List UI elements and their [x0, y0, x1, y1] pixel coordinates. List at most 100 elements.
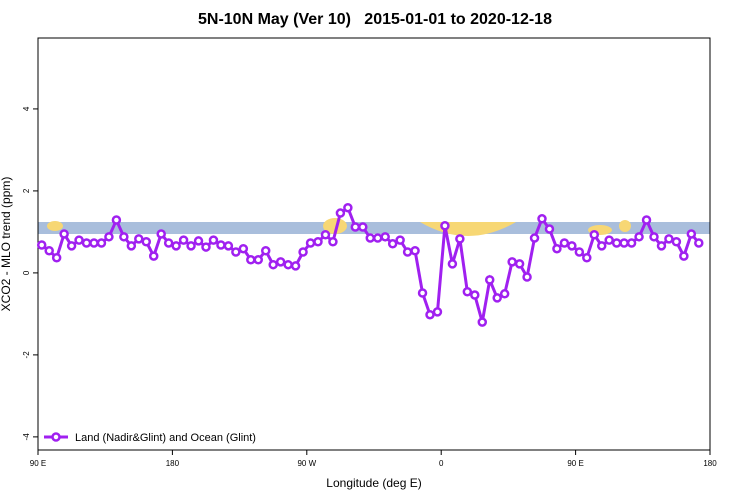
data-point — [694, 238, 704, 248]
data-point — [402, 247, 413, 257]
data-point — [417, 288, 428, 298]
x-tick-label: 90 E — [567, 459, 583, 468]
data-point — [231, 247, 241, 257]
data-point — [455, 234, 465, 244]
data-point — [246, 255, 256, 265]
data-point — [477, 317, 488, 327]
data-point — [193, 236, 204, 246]
data-point — [238, 243, 249, 254]
data-point — [664, 234, 674, 244]
data-point — [134, 234, 144, 244]
data-point — [559, 238, 570, 248]
data-point — [589, 230, 600, 240]
x-tick-label: 90 W — [297, 459, 316, 468]
data-point — [104, 232, 114, 242]
data-point — [111, 215, 122, 225]
data-point — [514, 259, 525, 269]
data-point — [253, 255, 264, 265]
data-point — [582, 252, 592, 263]
data-point — [305, 238, 316, 248]
data-point — [619, 238, 629, 248]
data-point — [358, 222, 368, 232]
data-point — [59, 229, 69, 239]
data-point — [328, 236, 338, 247]
data-point — [148, 251, 159, 261]
data-point — [626, 238, 637, 248]
data-point — [380, 232, 390, 242]
data-point — [96, 238, 107, 248]
data-point — [290, 261, 301, 271]
data-point — [372, 233, 383, 243]
data-point — [141, 236, 152, 247]
data-point — [283, 259, 293, 270]
data-point — [440, 221, 450, 231]
data-point — [671, 236, 682, 247]
data-point — [156, 229, 166, 239]
data-point — [432, 307, 443, 317]
data-point — [507, 257, 517, 267]
data-point — [567, 241, 577, 251]
data-point — [641, 215, 652, 225]
data-point — [350, 222, 361, 232]
data-point — [499, 289, 510, 299]
data-point — [44, 246, 54, 256]
data-point — [216, 240, 226, 250]
data-point — [611, 238, 622, 248]
x-tick-label: 0 — [439, 459, 444, 468]
data-point — [387, 239, 398, 249]
y-tick-label: -4 — [22, 433, 31, 441]
legend-label: Land (Nadir&Glint) and Ocean (Glint) — [75, 432, 256, 444]
data-point — [395, 235, 405, 245]
data-point — [163, 238, 174, 248]
x-axis-title: Longitude (deg E) — [326, 476, 421, 490]
data-point — [656, 241, 667, 251]
x-tick-label: 90 E — [30, 459, 46, 468]
data-point — [552, 243, 562, 254]
data-point — [679, 251, 689, 261]
data-point — [544, 224, 555, 234]
data-point — [171, 241, 181, 251]
data-point — [529, 233, 540, 243]
data-point — [484, 275, 495, 285]
surface-band — [38, 218, 710, 236]
data-point — [425, 309, 435, 320]
data-point — [537, 214, 547, 224]
data-point — [574, 247, 585, 257]
data-point — [604, 235, 614, 245]
data-point — [649, 232, 659, 242]
data-point — [335, 208, 346, 218]
data-point — [365, 233, 376, 243]
data-point — [268, 259, 278, 270]
data-point — [343, 202, 353, 213]
data-point — [36, 240, 47, 250]
data-point — [410, 246, 420, 256]
data-point — [201, 242, 211, 252]
data-point — [462, 287, 473, 297]
chart-title: 5N-10N May (Ver 10) 2015-01-01 to 2020-1… — [198, 11, 552, 28]
data-point — [596, 241, 607, 251]
x-tick-label: 180 — [703, 459, 717, 468]
data-point — [81, 238, 92, 248]
y-tick-label: 2 — [22, 188, 31, 193]
data-point — [298, 247, 308, 257]
data-point — [126, 241, 137, 251]
data-point — [686, 229, 697, 239]
data-point — [223, 241, 234, 251]
data-point — [186, 241, 196, 251]
y-tick-label: 4 — [22, 106, 31, 111]
y-axis-title: XCO2 - MLO trend (ppm) — [0, 177, 13, 312]
data-point — [320, 230, 331, 240]
data-point — [51, 252, 62, 263]
data-point — [313, 236, 323, 247]
y-tick-label: -2 — [22, 351, 31, 359]
data-point — [178, 235, 189, 245]
data-point — [275, 257, 286, 267]
data-point — [260, 246, 271, 256]
data-point — [66, 241, 77, 251]
data-point — [74, 235, 84, 245]
data-point — [492, 293, 502, 303]
data-point — [208, 235, 219, 245]
data-point — [470, 290, 480, 300]
data-point — [119, 232, 129, 242]
